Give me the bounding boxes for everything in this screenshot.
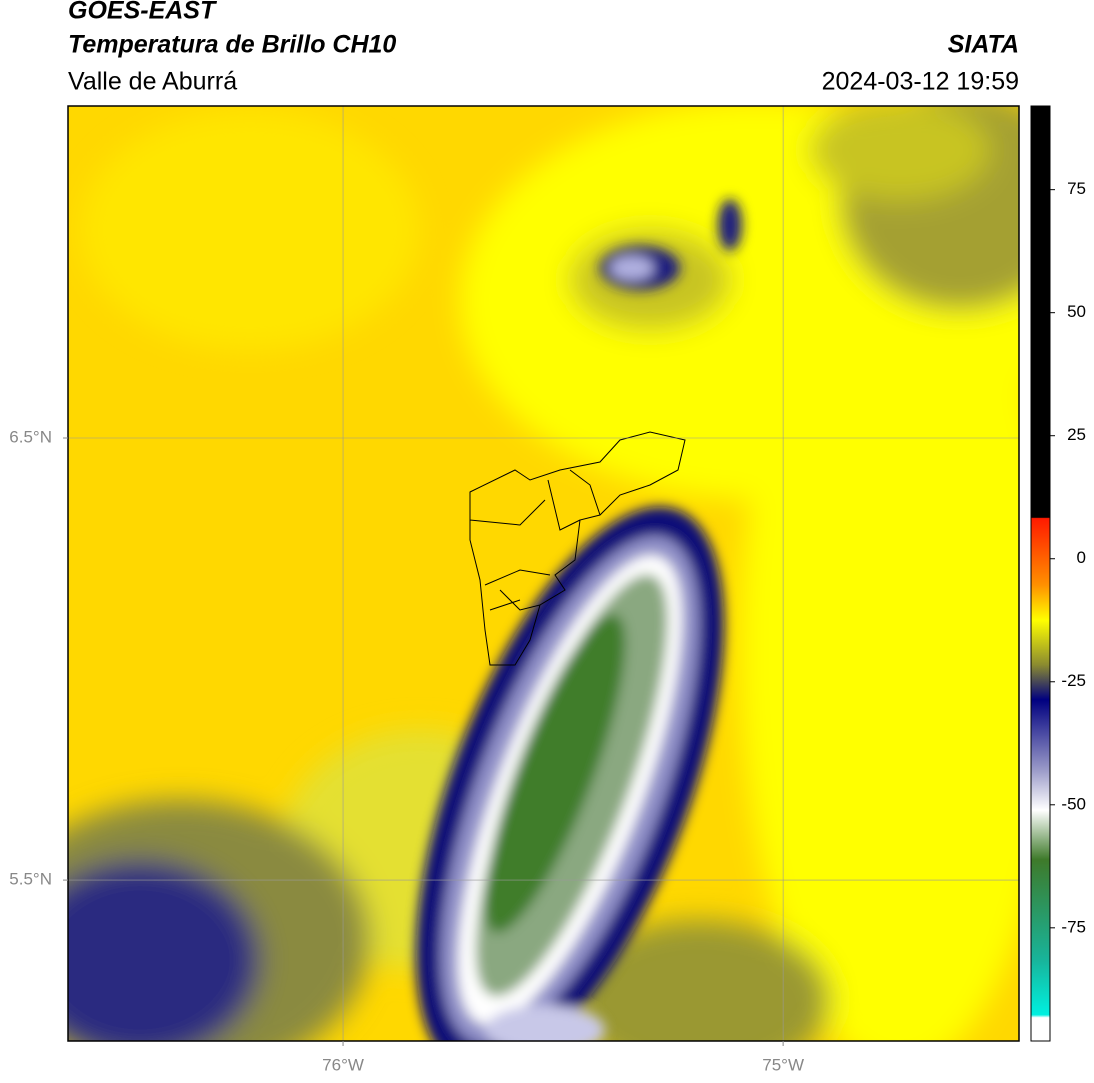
lat-tick-label: 5.5°N	[9, 870, 52, 889]
lon-tick-label: 75°W	[762, 1055, 804, 1074]
colorbar-tick-label: -50	[1061, 794, 1086, 813]
colorbar-tick-label: -25	[1061, 671, 1086, 690]
map-frame	[67, 105, 1020, 1042]
colorbar-tick-label: 50	[1067, 302, 1086, 321]
subtitle: Temperatura de Brillo CH10	[68, 31, 396, 59]
lon-tick-label: 76°W	[322, 1055, 364, 1074]
lat-tick-label: 6.5°N	[9, 427, 52, 446]
colorbar-tick-label: 25	[1067, 425, 1086, 444]
title: GOES-EAST	[68, 0, 218, 25]
source: SIATA	[948, 31, 1019, 59]
region: Valle de Aburrá	[68, 68, 237, 96]
municipality-boundaries	[469, 431, 686, 666]
colorbar-tick-label: -75	[1061, 917, 1086, 936]
colorbar	[1030, 105, 1051, 1042]
satellite-field	[68, 106, 1019, 1041]
colorbar-tick-label: 75	[1067, 179, 1086, 198]
colorbar-tick-label: 0	[1077, 548, 1086, 567]
graticule	[68, 106, 1019, 1041]
datetime: 2024-03-12 19:59	[822, 68, 1019, 96]
